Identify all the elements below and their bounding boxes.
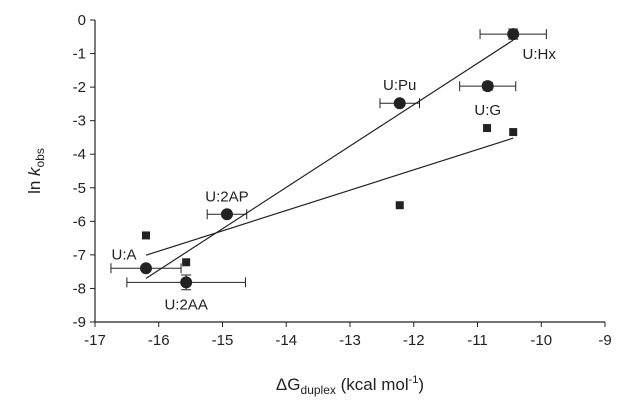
point	[140, 262, 152, 275]
x-axis-label: ΔGduplex (kcal mol-1)	[276, 374, 424, 397]
y-label-part: k	[25, 166, 44, 176]
x-tick-label: -11	[467, 332, 488, 349]
point-label: U:Hx	[523, 46, 557, 63]
x-tick-label: -12	[403, 332, 425, 349]
y-tick-label: 0	[78, 12, 86, 29]
x-tick-label: -17	[84, 332, 106, 349]
y-axis-label: ln kobs	[25, 148, 47, 194]
point-label: U:2AP	[205, 188, 248, 205]
x-tick-label: -16	[148, 332, 170, 349]
y-tick-label: -9	[73, 314, 86, 331]
point-label: U:G	[474, 102, 501, 119]
x-tick-label: -14	[275, 332, 297, 349]
x-label-part: )	[418, 375, 424, 394]
x-tick-label: -10	[530, 332, 552, 349]
y-tick-label: -7	[73, 247, 86, 264]
x-label-sub: duplex	[301, 383, 336, 397]
trendline	[145, 137, 514, 256]
y-tick-label: -6	[73, 213, 86, 230]
point	[220, 208, 233, 221]
y-tick-label: -3	[73, 113, 86, 130]
x-tick-label: -15	[212, 332, 234, 349]
y-tick-label: -8	[73, 280, 86, 297]
point-label: U:A	[111, 246, 136, 263]
y-label-sub: obs	[33, 148, 47, 167]
point	[180, 276, 193, 289]
point-label: U:2AA	[164, 296, 207, 313]
x-tick-label: -13	[339, 332, 361, 349]
point	[395, 201, 404, 210]
point	[483, 124, 492, 133]
y-tick-label: -2	[73, 79, 86, 96]
point	[142, 231, 150, 240]
trendline	[145, 39, 514, 279]
y-tick-label: -1	[73, 46, 86, 63]
point	[393, 97, 406, 110]
y-label-part: ln	[25, 176, 44, 194]
x-tick-label: -9	[598, 332, 611, 349]
y-tick-label: -5	[73, 180, 86, 197]
point	[481, 80, 494, 93]
point-label: U:Pu	[383, 77, 416, 94]
y-tick-label: -4	[73, 146, 86, 163]
x-label-part: ΔG	[276, 375, 301, 394]
x-label-sup: -1	[409, 374, 419, 386]
point	[182, 258, 191, 267]
point	[509, 128, 518, 137]
x-label-part: (kcal mol	[336, 375, 409, 394]
point	[507, 28, 520, 41]
